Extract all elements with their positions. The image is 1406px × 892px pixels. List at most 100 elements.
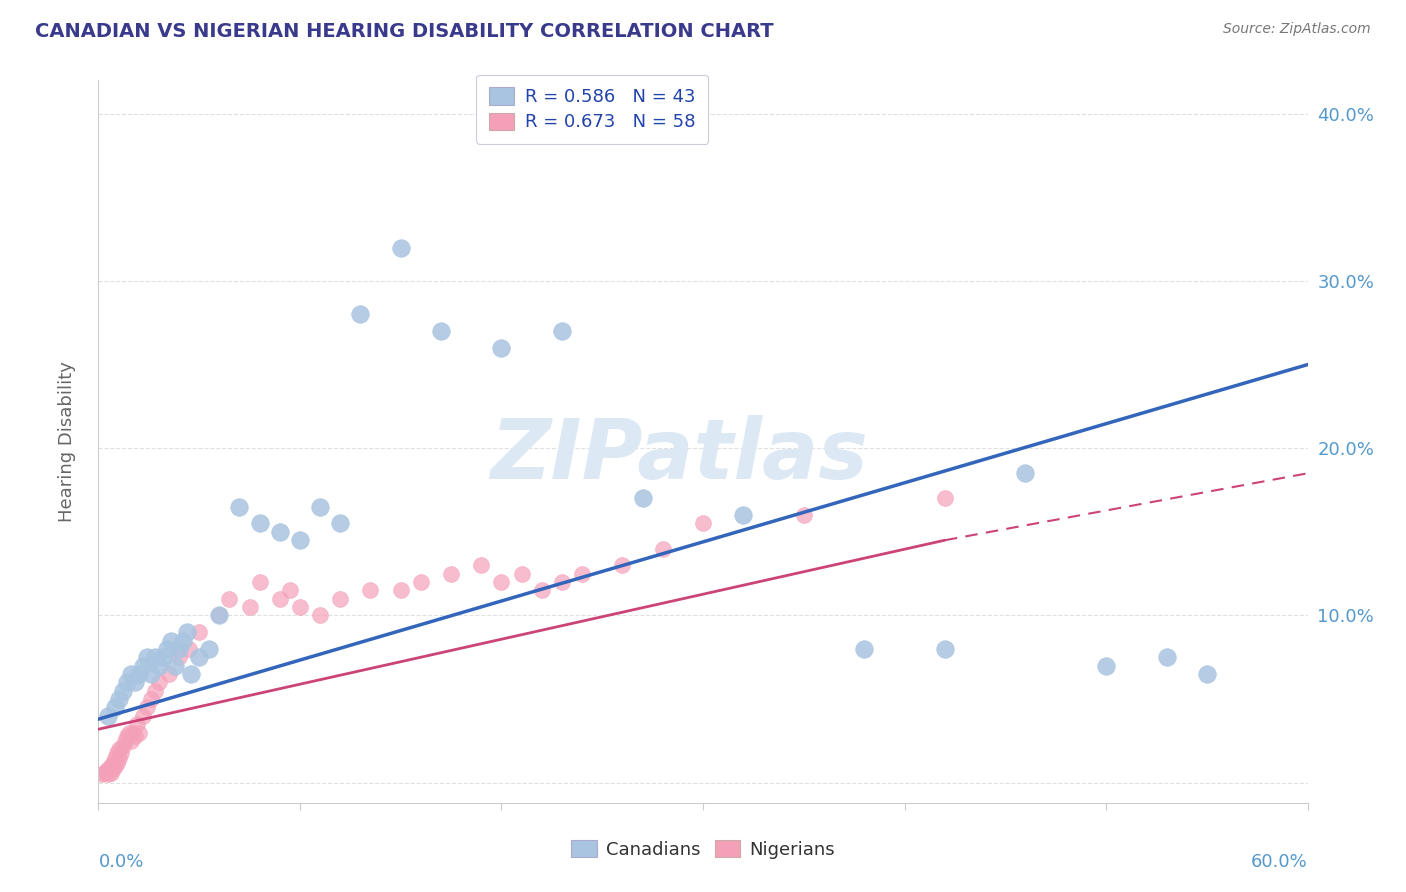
Point — [389, 583, 412, 598]
Point — [100, 759, 122, 773]
Point — [135, 650, 157, 665]
Point — [132, 658, 155, 673]
Point — [180, 667, 202, 681]
Point — [198, 642, 221, 657]
Point — [188, 625, 211, 640]
Point — [93, 765, 115, 780]
Point — [934, 491, 956, 506]
Point — [551, 324, 574, 338]
Point — [97, 762, 120, 776]
Point — [278, 583, 301, 598]
Point — [163, 658, 186, 673]
Point — [239, 600, 262, 615]
Point — [128, 667, 150, 681]
Point — [288, 533, 311, 548]
Point — [139, 692, 162, 706]
Legend: Canadians, Nigerians: Canadians, Nigerians — [564, 833, 842, 866]
Point — [269, 524, 291, 539]
Point — [107, 742, 129, 756]
Point — [128, 725, 150, 739]
Point — [100, 765, 122, 780]
Point — [156, 642, 179, 657]
Point — [188, 650, 211, 665]
Point — [118, 725, 141, 739]
Point — [1095, 658, 1118, 673]
Point — [309, 608, 332, 623]
Point — [110, 746, 132, 760]
Point — [120, 734, 142, 748]
Text: 60.0%: 60.0% — [1251, 854, 1308, 871]
Point — [148, 658, 170, 673]
Point — [530, 583, 553, 598]
Point — [103, 759, 125, 773]
Point — [103, 700, 125, 714]
Point — [269, 591, 291, 606]
Point — [249, 516, 271, 531]
Point — [97, 708, 120, 723]
Point — [349, 307, 371, 321]
Point — [124, 675, 146, 690]
Point — [114, 734, 136, 748]
Point — [120, 667, 142, 681]
Point — [105, 746, 128, 760]
Point — [97, 767, 120, 781]
Point — [121, 725, 143, 739]
Point — [148, 675, 170, 690]
Point — [139, 667, 162, 681]
Point — [172, 633, 194, 648]
Point — [249, 574, 271, 589]
Point — [329, 591, 352, 606]
Point — [409, 574, 432, 589]
Point — [793, 508, 815, 523]
Point — [111, 739, 134, 753]
Text: ZIPatlas: ZIPatlas — [489, 416, 868, 497]
Point — [125, 717, 148, 731]
Point — [103, 750, 125, 764]
Point — [309, 500, 332, 514]
Point — [107, 750, 129, 764]
Point — [115, 729, 138, 743]
Point — [1195, 667, 1218, 681]
Y-axis label: Hearing Disability: Hearing Disability — [58, 361, 76, 522]
Point — [157, 667, 180, 681]
Point — [176, 625, 198, 640]
Point — [135, 700, 157, 714]
Text: Source: ZipAtlas.com: Source: ZipAtlas.com — [1223, 22, 1371, 37]
Point — [208, 608, 231, 623]
Point — [612, 558, 634, 573]
Point — [132, 708, 155, 723]
Point — [208, 608, 231, 623]
Point — [143, 683, 166, 698]
Point — [510, 566, 533, 581]
Point — [571, 566, 593, 581]
Point — [115, 675, 138, 690]
Point — [470, 558, 492, 573]
Point — [96, 764, 118, 778]
Point — [91, 767, 114, 781]
Point — [1156, 650, 1178, 665]
Point — [551, 574, 574, 589]
Point — [430, 324, 453, 338]
Point — [160, 633, 183, 648]
Point — [124, 729, 146, 743]
Text: 0.0%: 0.0% — [98, 854, 143, 871]
Point — [631, 491, 654, 506]
Point — [491, 341, 513, 355]
Point — [152, 650, 174, 665]
Point — [111, 683, 134, 698]
Point — [228, 500, 250, 514]
Point — [167, 650, 190, 665]
Text: CANADIAN VS NIGERIAN HEARING DISABILITY CORRELATION CHART: CANADIAN VS NIGERIAN HEARING DISABILITY … — [35, 22, 773, 41]
Point — [389, 240, 412, 255]
Point — [101, 756, 124, 770]
Point — [491, 574, 513, 589]
Point — [853, 642, 876, 657]
Point — [105, 756, 128, 770]
Point — [360, 583, 382, 598]
Point — [101, 762, 124, 776]
Point — [218, 591, 240, 606]
Point — [179, 642, 201, 657]
Point — [288, 600, 311, 615]
Point — [733, 508, 755, 523]
Point — [143, 650, 166, 665]
